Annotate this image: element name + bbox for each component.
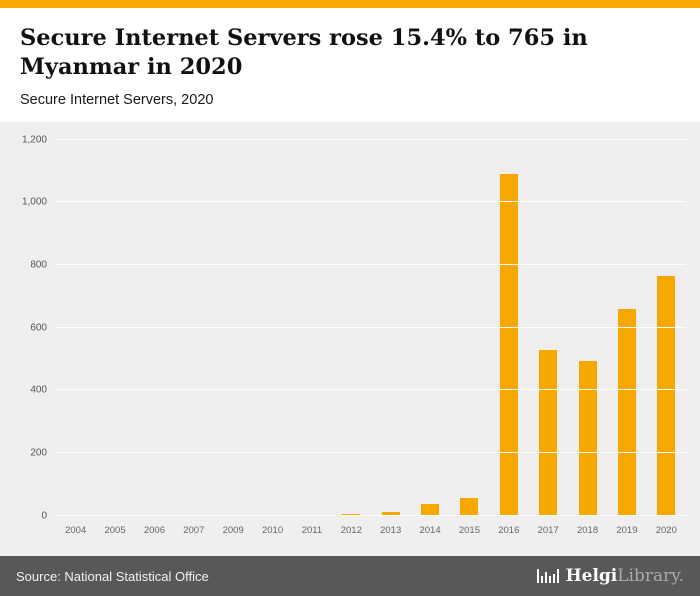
gridline xyxy=(56,138,686,140)
bar-2014 xyxy=(421,503,440,516)
brand-name-strong: Helgi xyxy=(565,566,618,586)
x-tick-label: 2018 xyxy=(576,524,599,536)
x-tick-label: 2019 xyxy=(616,524,638,536)
gridline xyxy=(56,389,686,391)
gridline xyxy=(56,201,686,203)
x-tick-label: 2006 xyxy=(143,524,165,536)
footer: Source: National Statistical Office Helg… xyxy=(0,556,700,596)
bar-2018 xyxy=(578,360,597,516)
bar-chart-icon xyxy=(536,569,559,583)
gridline xyxy=(56,326,686,328)
bar-2016 xyxy=(499,174,518,516)
y-tick-label: 1,200 xyxy=(21,134,47,146)
bar-column xyxy=(95,140,134,516)
bar-2013 xyxy=(381,511,400,516)
bar-column xyxy=(410,140,449,516)
x-tick-label: 2009 xyxy=(222,524,244,536)
x-tick-label: 2012 xyxy=(340,524,362,536)
brand-logo: HelgiLibrary. xyxy=(536,566,684,586)
gridline xyxy=(56,263,686,265)
source-text: Source: National Statistical Office xyxy=(16,568,209,584)
bar-column xyxy=(292,140,331,516)
x-tick-label: 2016 xyxy=(498,524,520,536)
plot-area: 0 200 400 600 800 1,000 1,200 xyxy=(22,134,686,521)
gridline xyxy=(56,451,686,453)
bar-column xyxy=(135,140,174,516)
accent-strip xyxy=(0,0,700,8)
x-tick-label: 2010 xyxy=(261,524,284,536)
x-tick-label: 2014 xyxy=(419,524,441,536)
x-tick-label: 2013 xyxy=(380,524,402,536)
y-tick-label: 0 xyxy=(41,510,47,522)
bar-column xyxy=(529,140,568,516)
bar-2015 xyxy=(460,498,479,516)
x-tick-label: 2005 xyxy=(104,524,126,536)
x-tick-label: 2004 xyxy=(65,524,87,536)
brand-name-light: Library. xyxy=(617,566,684,586)
chart-header: Secure Internet Servers rose 15.4% to 76… xyxy=(0,8,700,122)
bar-column xyxy=(607,140,646,516)
y-tick-label: 400 xyxy=(30,384,47,396)
bar-column xyxy=(332,140,371,516)
bar-column xyxy=(568,140,607,516)
bar-2019 xyxy=(617,308,636,516)
page-title: Secure Internet Servers rose 15.4% to 76… xyxy=(20,25,588,80)
bar-column xyxy=(371,140,410,516)
y-tick-label: 200 xyxy=(30,447,47,459)
brand-text: HelgiLibrary. xyxy=(566,566,684,586)
x-axis-labels: 2004 2005 2006 2007 2009 2010 2011 2012 2013 2014… xyxy=(56,516,686,536)
bar-column xyxy=(647,140,686,516)
x-tick-label: 2017 xyxy=(537,524,559,536)
chart: 0 200 400 600 800 1,000 1,200 2004 2005 2006 2007… xyxy=(0,121,700,556)
x-tick-label: 2011 xyxy=(301,524,323,536)
bar-column xyxy=(56,140,95,516)
chart-subtitle: Secure Internet Servers, 2020 xyxy=(20,91,214,108)
bar-2020 xyxy=(657,275,676,516)
y-tick-label: 800 xyxy=(30,259,47,271)
y-tick-label: 600 xyxy=(30,322,47,334)
bar-column xyxy=(174,140,213,516)
x-tick-label: 2007 xyxy=(183,524,205,536)
bar-2017 xyxy=(539,349,558,516)
bar-column xyxy=(450,140,489,516)
bar-column xyxy=(489,140,528,516)
bar-column xyxy=(253,140,292,516)
bar-column xyxy=(214,140,253,516)
x-tick-label: 2020 xyxy=(655,524,677,536)
bars-container xyxy=(56,140,686,516)
x-tick-label: 2015 xyxy=(458,524,480,536)
gridline xyxy=(56,514,686,516)
y-tick-label: 1,000 xyxy=(21,196,47,208)
